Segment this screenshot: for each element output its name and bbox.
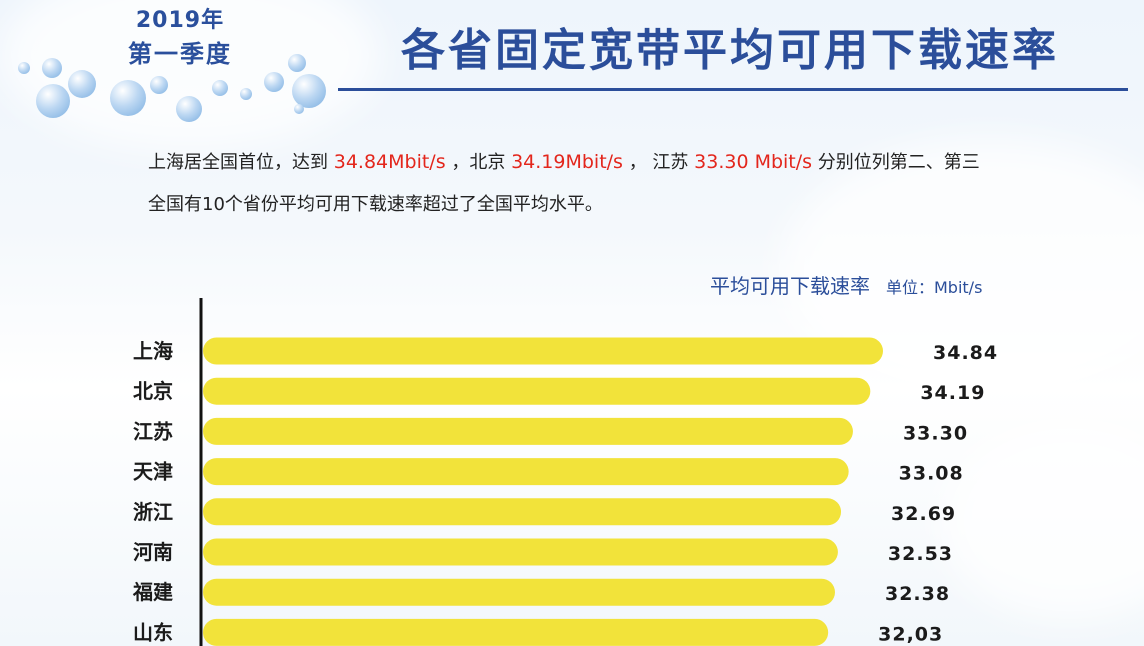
decorative-bubble xyxy=(292,74,326,108)
page-title: 各省固定宽带平均可用下载速率 xyxy=(401,25,1059,76)
bar-2 xyxy=(203,417,853,445)
chart-heading: 平均可用下载速率 单位：Mbit/s xyxy=(710,270,982,299)
summary-text: ，北京 xyxy=(445,152,512,173)
category-label: 天津 xyxy=(133,460,173,484)
summary-line-2: 全国有10个省份平均可用下载速率超过了全国平均水平。 xyxy=(148,194,603,215)
decorative-bubble xyxy=(294,104,304,114)
value-label: 33.30 xyxy=(903,422,968,444)
category-label: 上海 xyxy=(133,339,173,363)
summary-text: 上海居全国首位，达到 xyxy=(148,152,334,173)
bar-5 xyxy=(203,538,838,566)
category-label: 福建 xyxy=(132,580,173,604)
value-label: 34.19 xyxy=(920,382,985,404)
category-label: 山东 xyxy=(133,620,173,644)
value-label: 34.84 xyxy=(933,342,998,364)
bar-6 xyxy=(203,578,835,606)
decorative-bubble xyxy=(68,70,96,98)
category-label: 江苏 xyxy=(133,419,173,443)
chart-title: 平均可用下载速率 xyxy=(710,274,870,298)
value-label: 32.53 xyxy=(888,543,953,565)
quarter-year: 2019年 xyxy=(135,8,225,33)
decorative-bubble xyxy=(212,80,228,96)
decorative-bubble xyxy=(18,62,30,74)
value-label: 32.38 xyxy=(885,583,950,605)
category-label: 北京 xyxy=(133,379,173,403)
title-underline xyxy=(338,88,1128,91)
decorative-bubble xyxy=(176,96,202,122)
highlight-value-beijing: 34.19Mbit/s xyxy=(511,151,623,173)
summary-text: 分别位列第二、第三 xyxy=(812,152,980,173)
quarter-season: 第一季度 xyxy=(128,40,232,68)
highlight-value-jiangsu: 33.30 Mbit/s xyxy=(694,151,813,173)
bar-0 xyxy=(203,337,883,365)
bar-7 xyxy=(203,618,829,646)
summary-line-1: 上海居全国首位，达到 34.84Mbit/s ，北京 34.19Mbit/s ，… xyxy=(148,148,980,174)
category-label: 浙江 xyxy=(133,500,173,524)
bar-3 xyxy=(203,458,849,486)
summary-text: ， 江苏 xyxy=(622,152,695,173)
bar-4 xyxy=(203,498,842,526)
background-cloud xyxy=(940,420,1144,620)
decorative-bubble xyxy=(264,72,284,92)
decorative-bubble xyxy=(288,54,306,72)
chart-unit: 单位：Mbit/s xyxy=(886,278,983,297)
value-label: 32,03 xyxy=(878,623,943,645)
bar-1 xyxy=(203,377,871,405)
highlight-value-shanghai: 34.84Mbit/s xyxy=(333,151,446,173)
decorative-bubble xyxy=(240,88,252,100)
category-label: 河南 xyxy=(133,540,173,564)
value-label: 32.69 xyxy=(891,503,956,525)
value-label: 33.08 xyxy=(899,463,964,485)
decorative-bubble xyxy=(36,84,70,118)
decorative-bubble xyxy=(110,80,146,116)
decorative-bubble xyxy=(150,76,168,94)
decorative-bubble xyxy=(42,58,62,78)
